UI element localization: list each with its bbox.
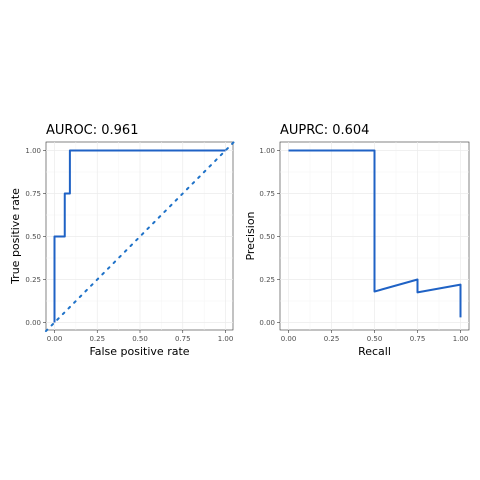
roc-x-axis-title: False positive rate [89, 345, 189, 358]
roc-y-tick-label: 0.50 [25, 233, 41, 241]
roc-y-tick-label: 0.25 [25, 276, 41, 284]
roc-y-tick-label: 0.75 [25, 190, 41, 198]
roc-x-tick-label: 0.00 [47, 335, 63, 343]
pr-y-axis-title: Precision [244, 211, 257, 260]
pr-y-tick-label: 0.50 [259, 233, 275, 241]
roc-x-tick-label: 1.00 [218, 335, 234, 343]
pr-grid [280, 142, 469, 330]
roc-y-tick-label: 0.00 [25, 319, 41, 327]
pr-curve [288, 149, 462, 318]
pr-chart: AUPRC: 0.604 0.00 0.25 0.50 0.75 1.00 0.00 0.2… [244, 123, 470, 358]
pr-x-tick-label: 0.25 [324, 335, 340, 343]
roc-chart: AUROC: 0.961 0.00 0.25 0.50 0.75 1.00 0.00 0.2… [9, 123, 236, 358]
pr-x-tick-label: 1.00 [453, 335, 469, 343]
pr-x-axis-title: Recall [358, 345, 391, 358]
roc-y-axis-title: True positive rate [9, 188, 22, 285]
pr-ticks: 0.00 0.25 0.50 0.75 1.00 0.00 0.25 0.50 0.75 1.00 [259, 147, 468, 343]
pr-x-tick-label: 0.00 [281, 335, 297, 343]
pr-y-tick-label: 0.75 [259, 190, 275, 198]
pr-title: AUPRC: 0.604 [280, 123, 369, 138]
pr-x-tick-label: 0.50 [367, 335, 383, 343]
roc-x-tick-label: 0.50 [132, 335, 148, 343]
roc-ticks: 0.00 0.25 0.50 0.75 1.00 0.00 0.25 0.50 0.75 1.00 [25, 147, 233, 343]
roc-curve [53, 149, 226, 323]
roc-title: AUROC: 0.961 [46, 123, 138, 138]
roc-x-tick-label: 0.75 [175, 335, 191, 343]
pr-x-tick-label: 0.75 [410, 335, 426, 343]
roc-x-tick-label: 0.25 [89, 335, 105, 343]
roc-plot-panel [45, 141, 234, 331]
roc-y-tick-label: 1.00 [25, 147, 41, 155]
pr-y-tick-label: 1.00 [259, 147, 275, 155]
pr-y-tick-label: 0.00 [259, 319, 275, 327]
pr-y-tick-label: 0.25 [259, 276, 275, 284]
